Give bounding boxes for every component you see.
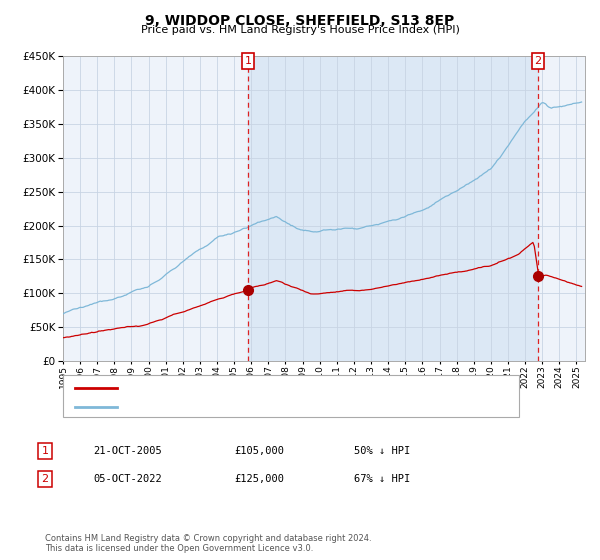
Text: £125,000: £125,000 (234, 474, 284, 484)
Bar (248, 56, 538, 361)
Text: 05-OCT-2022: 05-OCT-2022 (93, 474, 162, 484)
Text: 21-OCT-2005: 21-OCT-2005 (93, 446, 162, 456)
Text: 2: 2 (41, 474, 49, 484)
Text: 1: 1 (244, 56, 251, 66)
Text: Price paid vs. HM Land Registry's House Price Index (HPI): Price paid vs. HM Land Registry's House … (140, 25, 460, 35)
Text: 50% ↓ HPI: 50% ↓ HPI (354, 446, 410, 456)
Text: 9, WIDDOP CLOSE, SHEFFIELD, S13 8EP (detached house): 9, WIDDOP CLOSE, SHEFFIELD, S13 8EP (det… (129, 383, 430, 393)
Text: 9, WIDDOP CLOSE, SHEFFIELD, S13 8EP: 9, WIDDOP CLOSE, SHEFFIELD, S13 8EP (145, 14, 455, 28)
Text: HPI: Average price, detached house, Sheffield: HPI: Average price, detached house, Shef… (129, 402, 368, 412)
Text: Contains HM Land Registry data © Crown copyright and database right 2024.
This d: Contains HM Land Registry data © Crown c… (45, 534, 371, 553)
Text: 67% ↓ HPI: 67% ↓ HPI (354, 474, 410, 484)
Text: 2: 2 (535, 56, 541, 66)
Text: 1: 1 (41, 446, 49, 456)
Text: £105,000: £105,000 (234, 446, 284, 456)
